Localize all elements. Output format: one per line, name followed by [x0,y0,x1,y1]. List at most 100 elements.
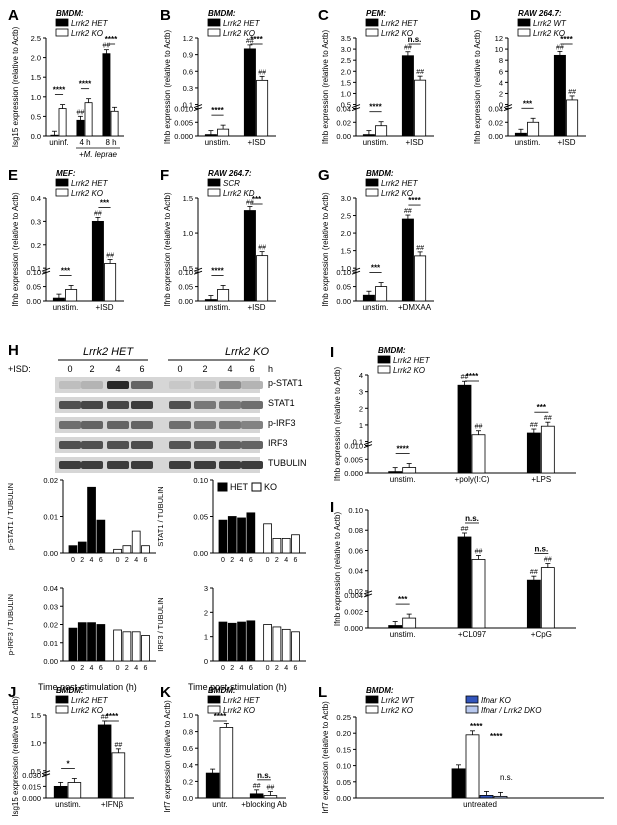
legend-label: Lrrk2 KO [71,29,103,38]
bar [217,128,230,137]
bar [246,512,256,554]
bar [67,782,82,799]
legend-label: Lrrk2 KO [381,189,413,198]
significance-mark: ## [568,89,576,96]
significance-label: **** [211,106,224,115]
x-tick-label: 0 [266,665,270,672]
x-tick-label: 6 [249,665,253,672]
blot-band [219,421,241,429]
panel-letter: I [330,344,334,361]
legend-swatch [55,178,69,187]
y-axis-label: Ifnb expression (relative to Actb) [11,192,20,307]
bar [540,567,555,629]
x-tick-label: +IFNβ [101,800,124,809]
legend-swatch [207,695,221,704]
significance-mark: ## [461,526,469,533]
x-tick-label: 2 [125,557,129,564]
x-tick-label: 2 [80,557,84,564]
blot-band [131,441,153,449]
legend-label: Ifnar / Lrrk2 DKO [481,706,541,715]
y-tick-label: 0.05 [336,283,351,292]
y-axis-label: IRF3 / TUBULIN [156,597,165,651]
bar [104,263,117,302]
blot-band [59,461,81,469]
panel-letter: A [8,7,19,24]
x-tick-label: unstim. [363,303,389,312]
y-tick-label: 0.04 [336,105,351,114]
legend-swatch [377,355,391,364]
legend-swatch [207,705,221,714]
y-tick-label: 3.0 [341,45,351,54]
y-tick-label: 0.15 [336,745,351,754]
y-tick-label: 10 [495,45,503,54]
y-tick-label: 0.6 [183,744,193,753]
legend-swatch [365,178,379,187]
blot-band [107,381,129,389]
y-axis-label: Irf7 expression (relative to Actb) [321,701,330,814]
bar [113,629,122,662]
y-tick-label: 0.10 [336,268,351,277]
bar [246,620,256,662]
significance-label: *** [252,195,262,204]
bar [362,294,375,302]
blot-band [194,461,216,469]
bar [526,432,541,474]
legend-label: Lrrk2 HET [381,19,419,28]
bar [256,79,269,137]
blot-band [107,461,129,469]
blot-label-pirf3: p-IRF3 [268,418,296,428]
y-tick-label: 2.5 [31,34,41,43]
blot-label-stat1: STAT1 [268,398,295,408]
legend-swatch [517,18,531,27]
bar [113,548,122,554]
bar [87,622,96,662]
bar [68,545,78,554]
legend-swatch [365,188,379,197]
bar [375,286,388,302]
bar [272,626,282,662]
cell-type-label: BMDM: [56,686,84,695]
y-tick-label: 0 [499,101,503,110]
significance-label: **** [369,103,382,112]
y-tick-label: 0.00 [43,549,58,558]
x-tick-label: 2 [80,665,84,672]
bar [256,255,269,302]
significance-mark: ## [253,783,261,790]
bar [540,425,555,474]
blot-band [219,401,241,409]
y-tick-label: 0.04 [43,584,58,593]
y-tick-label: 2.0 [341,67,351,76]
y-tick-label: 1.0 [183,711,193,720]
y-axis-label: STAT1 / TUBULIN [156,486,165,546]
bar [566,99,579,137]
bar [414,255,427,302]
bar [141,545,150,554]
blot-timepoint: 2 [89,364,94,374]
blot-band [169,461,191,469]
legend-ko: KO [264,482,277,492]
y-tick-label: 0.2 [183,777,193,786]
cell-type-label: RAW 264.7: [208,169,252,178]
x-tick-label: +ISD [405,138,423,147]
bar [131,631,141,662]
blot-timepoint: 4 [227,364,232,374]
y-tick-label: 6 [499,67,503,76]
x-tick-label: unstim. [515,138,541,147]
significance-label: * [66,760,70,769]
y-axis-label: Irf7 expression (relative to Actb) [163,700,172,813]
blot-band [169,401,191,409]
significance-mark: ## [530,422,538,429]
blot-band [81,461,103,469]
significance-mark: ## [404,208,412,215]
y-tick-label: 0.02 [348,587,363,596]
y-axis-label: Ifnb expression (relative to Actb) [333,367,342,482]
x-tick-label: 0 [116,665,120,672]
x-tick-label: untreated [463,800,497,809]
y-tick-label: 0.05 [193,513,208,522]
bar [243,210,256,302]
blot-timepoints: 0 2 4 6 0 2 4 6 [67,364,254,374]
